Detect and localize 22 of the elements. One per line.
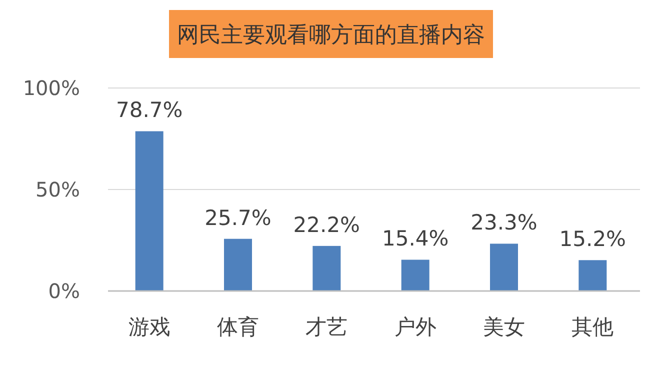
x-tick-label: 才艺 — [306, 315, 348, 339]
x-tick-label: 游戏 — [128, 315, 170, 339]
chart-title: 网民主要观看哪方面的直播内容 — [177, 23, 485, 48]
data-label: 23.3% — [470, 210, 538, 235]
y-tick-label: 0% — [48, 279, 80, 303]
bar — [401, 260, 430, 291]
data-label: 15.4% — [382, 226, 449, 251]
data-label: 22.2% — [293, 212, 360, 237]
data-label: 15.2% — [559, 227, 626, 252]
x-tick-label: 其他 — [572, 315, 614, 339]
bar — [312, 246, 341, 291]
x-tick-label: 美女 — [483, 315, 525, 339]
data-label: 25.7% — [204, 206, 272, 230]
bar — [490, 244, 518, 291]
y-tick-label: 50% — [36, 178, 80, 202]
bar — [578, 260, 607, 291]
y-tick-label: 100% — [22, 76, 80, 100]
bar — [224, 238, 252, 291]
x-tick-label: 户外 — [394, 315, 436, 339]
bar — [135, 131, 164, 291]
data-label: 78.7% — [116, 98, 183, 122]
x-tick-label: 体育 — [217, 315, 259, 339]
